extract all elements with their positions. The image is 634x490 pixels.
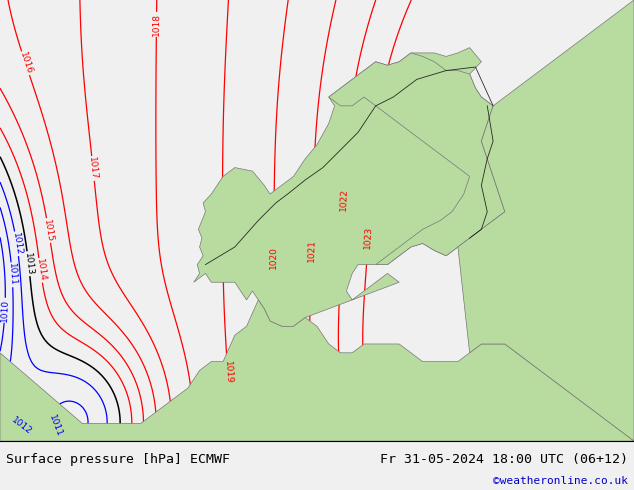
Text: ©weatheronline.co.uk: ©weatheronline.co.uk [493, 476, 628, 486]
Text: 1023: 1023 [363, 225, 373, 249]
Text: 1010: 1010 [0, 298, 10, 322]
Text: 1015: 1015 [42, 219, 55, 243]
Text: 1011: 1011 [47, 413, 63, 438]
Text: 1022: 1022 [339, 188, 349, 211]
Text: 1020: 1020 [269, 245, 278, 269]
Text: 1018: 1018 [152, 13, 161, 36]
Text: Fr 31-05-2024 18:00 UTC (06+12): Fr 31-05-2024 18:00 UTC (06+12) [380, 453, 628, 466]
Text: 1011: 1011 [7, 263, 17, 287]
Text: 1012: 1012 [10, 415, 33, 436]
Text: 1014: 1014 [34, 258, 46, 282]
Polygon shape [0, 300, 634, 441]
Text: 1019: 1019 [223, 361, 233, 384]
Polygon shape [194, 48, 505, 326]
Text: 1013: 1013 [23, 252, 34, 276]
Text: 1021: 1021 [307, 239, 316, 262]
Text: 1012: 1012 [11, 232, 23, 256]
Text: 1017: 1017 [87, 156, 99, 180]
Polygon shape [329, 53, 505, 265]
Text: Surface pressure [hPa] ECMWF: Surface pressure [hPa] ECMWF [6, 453, 230, 466]
Polygon shape [458, 0, 634, 441]
Text: 1016: 1016 [18, 51, 34, 75]
